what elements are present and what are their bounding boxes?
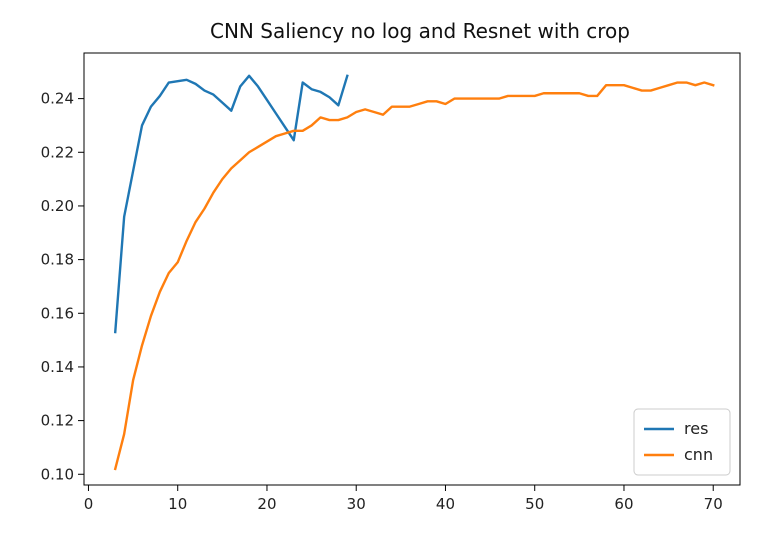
x-tick-label-10: 10 xyxy=(168,495,187,513)
x-tick-label-70: 70 xyxy=(704,495,723,513)
legend-box xyxy=(633,408,731,476)
axes-frame xyxy=(83,52,741,486)
y-tick-label-6: 0.22 xyxy=(41,143,74,161)
y-tick-label-3: 0.16 xyxy=(41,304,74,322)
y-tick-label-7: 0.24 xyxy=(41,90,74,108)
y-tick-label-5: 0.20 xyxy=(41,197,74,215)
legend-label-cnn: cnn xyxy=(684,445,713,464)
series-line-res xyxy=(113,74,349,334)
x-tick-label-20: 20 xyxy=(257,495,276,513)
series-line-cnn xyxy=(113,81,715,471)
x-tick-label-40: 40 xyxy=(436,495,455,513)
y-tick-label-2: 0.14 xyxy=(41,358,74,376)
x-tick-label-30: 30 xyxy=(347,495,366,513)
chart-title: CNN Saliency no log and Resnet with crop xyxy=(210,19,630,43)
y-tick-label-0: 0.10 xyxy=(41,465,74,483)
plot-area: 0 10 20 30 40 50 60 70 0.10 0.12 0.14 0.16 0.18 0.20 0… xyxy=(41,52,741,513)
x-tick-label-50: 50 xyxy=(525,495,544,513)
y-tick-label-4: 0.18 xyxy=(41,251,74,269)
legend-label-res: res xyxy=(684,419,708,438)
x-tick-label-60: 60 xyxy=(614,495,633,513)
y-tick-label-1: 0.12 xyxy=(41,412,74,430)
x-tick-label-0: 0 xyxy=(84,495,94,513)
